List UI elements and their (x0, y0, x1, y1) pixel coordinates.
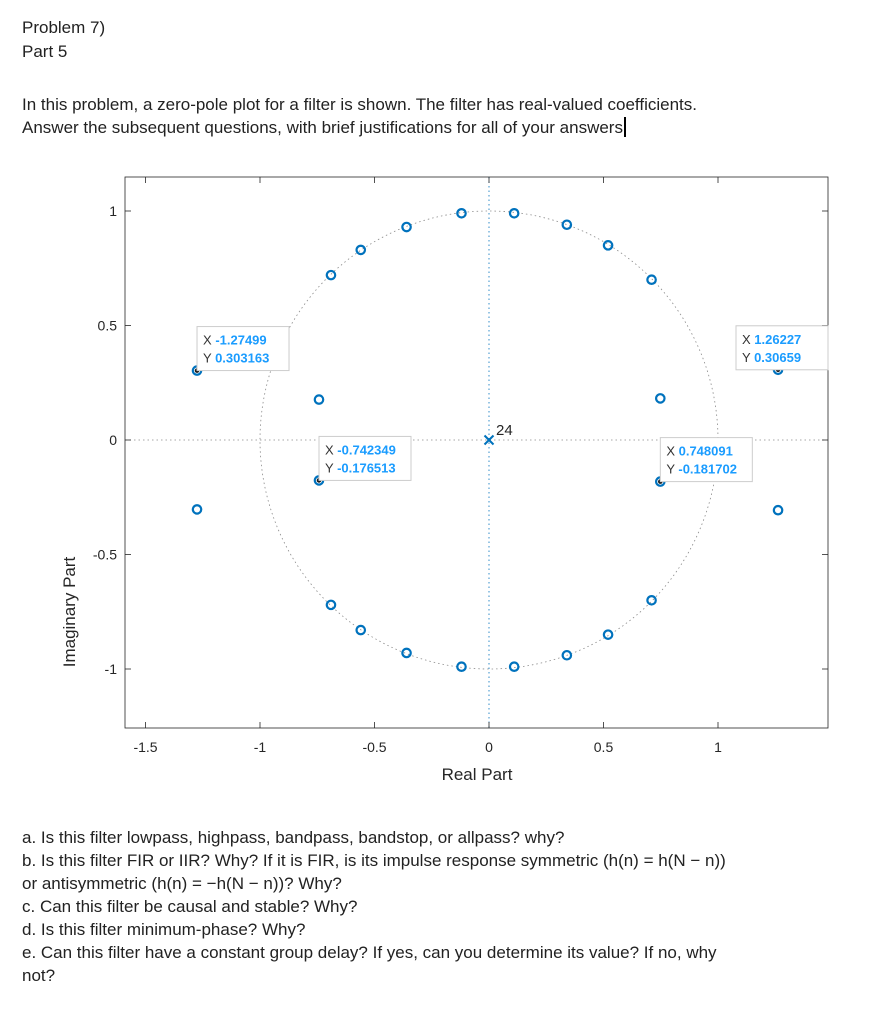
datatip-y-row: Y -0.181702 (666, 462, 737, 477)
zero-marker (401, 221, 412, 233)
question-e-continued: not? (22, 966, 56, 985)
zero-marker (561, 219, 573, 231)
x-tick-label: -1.5 (133, 739, 157, 755)
zero-marker (456, 661, 467, 673)
y-tick-label: 0.5 (98, 318, 118, 334)
zero-marker (325, 599, 337, 611)
axis-ticks: -1.5 -1 -0.5 0 0.5 1 1 0.5 0 -0.5 -1 (93, 177, 828, 755)
pole-multiplicity-label: 24 (496, 422, 513, 439)
question-a: a. Is this filter lowpass, highpass, ban… (22, 828, 565, 847)
datatip-box (735, 325, 829, 371)
zero-marker (325, 269, 337, 281)
datatip-x-label: X (742, 332, 754, 347)
zero-marker (646, 274, 657, 285)
datatip-y-row: Y 0.303163 (203, 351, 269, 366)
datatip-box (196, 326, 290, 372)
datatip-x-value: 1.26227 (754, 332, 801, 347)
datatip-x-value: -0.742349 (337, 442, 396, 457)
datatip-x-label: X (325, 442, 337, 457)
problem-prompt: In this problem, a zero-pole plot for a … (22, 93, 882, 139)
question-b: b. Is this filter FIR or IIR? Why? If it… (22, 851, 726, 870)
datatip-x-value: 0.748091 (679, 444, 733, 459)
question-d: d. Is this filter minimum-phase? Why? (22, 920, 306, 939)
zero-marker (655, 393, 666, 404)
x-tick-label: 0.5 (594, 739, 614, 755)
y-tick-label: -1 (105, 661, 118, 677)
pole-stroke (483, 434, 495, 446)
datatip-y-label: Y (666, 462, 678, 477)
datatip-y-label: Y (203, 351, 215, 366)
datatip-x-row: X -1.27499 (203, 333, 267, 348)
datatip-x-label: X (666, 444, 678, 459)
zero-marker (561, 649, 573, 661)
zero-marker (508, 207, 520, 219)
zero-marker (508, 661, 520, 673)
pole-marker (483, 434, 495, 446)
x-tick-label: -1 (254, 739, 267, 755)
x-tick-label: 1 (714, 739, 722, 755)
zero-marker (313, 394, 325, 405)
datatip-x-value: -1.27499 (215, 333, 266, 348)
x-axis-label: Real Part (442, 765, 513, 784)
prompt-line-1: In this problem, a zero-pole plot for a … (22, 95, 697, 114)
zero-marker (191, 504, 203, 515)
y-tick-label: -0.5 (93, 547, 117, 563)
y-tick-label: 1 (109, 203, 117, 219)
prompt-line-2-text: Answer the subsequent questions, with br… (22, 118, 623, 137)
zero-marker (401, 647, 412, 659)
datatip-y-row: Y 0.30659 (742, 350, 801, 365)
question-c: c. Can this filter be causal and stable?… (22, 897, 358, 916)
prompt-line-2[interactable]: Answer the subsequent questions, with br… (22, 116, 882, 139)
zero-marker (772, 504, 784, 516)
datatip-y-label: Y (325, 460, 337, 475)
x-tick-label: -0.5 (362, 739, 386, 755)
question-e: e. Can this filter have a constant group… (22, 943, 717, 962)
zero-marker (602, 240, 614, 251)
datatip-x-row: X 0.748091 (666, 444, 733, 459)
zero-pole-plot: -1.5 -1 -0.5 0 0.5 1 1 0.5 0 -0.5 -1 24 X -1.27499… (60, 176, 829, 784)
zero-marker (456, 207, 467, 219)
plot-markers: 24 (191, 207, 784, 673)
datatip-y-value: 0.303163 (215, 351, 269, 366)
text-cursor (623, 117, 626, 137)
datatip-box (659, 437, 753, 483)
x-tick-label: 0 (485, 739, 493, 755)
datatip-x-label: X (203, 333, 215, 348)
question-b-continued: or antisymmetric (h(n) = −h(N − n))? Why… (22, 874, 342, 893)
y-tick-label: 0 (109, 432, 117, 448)
datatip-y-value: -0.176513 (337, 460, 396, 475)
problem-number: Problem 7) (22, 18, 106, 37)
question-list: a. Is this filter lowpass, highpass, ban… (22, 826, 882, 987)
y-axis-label: Imaginary Part (60, 556, 79, 667)
datatip-y-value: 0.30659 (754, 350, 801, 365)
datatip-box (318, 435, 412, 481)
zero-marker (646, 594, 657, 606)
zero-marker (355, 244, 367, 256)
zero-marker (355, 624, 367, 636)
part-number: Part 5 (22, 42, 68, 61)
datatip-x-row: X 1.26227 (742, 332, 801, 347)
datatip-y-row: Y -0.176513 (325, 460, 396, 475)
zero-marker (602, 629, 614, 640)
datatip-x-row: X -0.742349 (325, 442, 396, 457)
datatip-y-value: -0.181702 (678, 462, 737, 477)
datatip-y-label: Y (742, 350, 754, 365)
